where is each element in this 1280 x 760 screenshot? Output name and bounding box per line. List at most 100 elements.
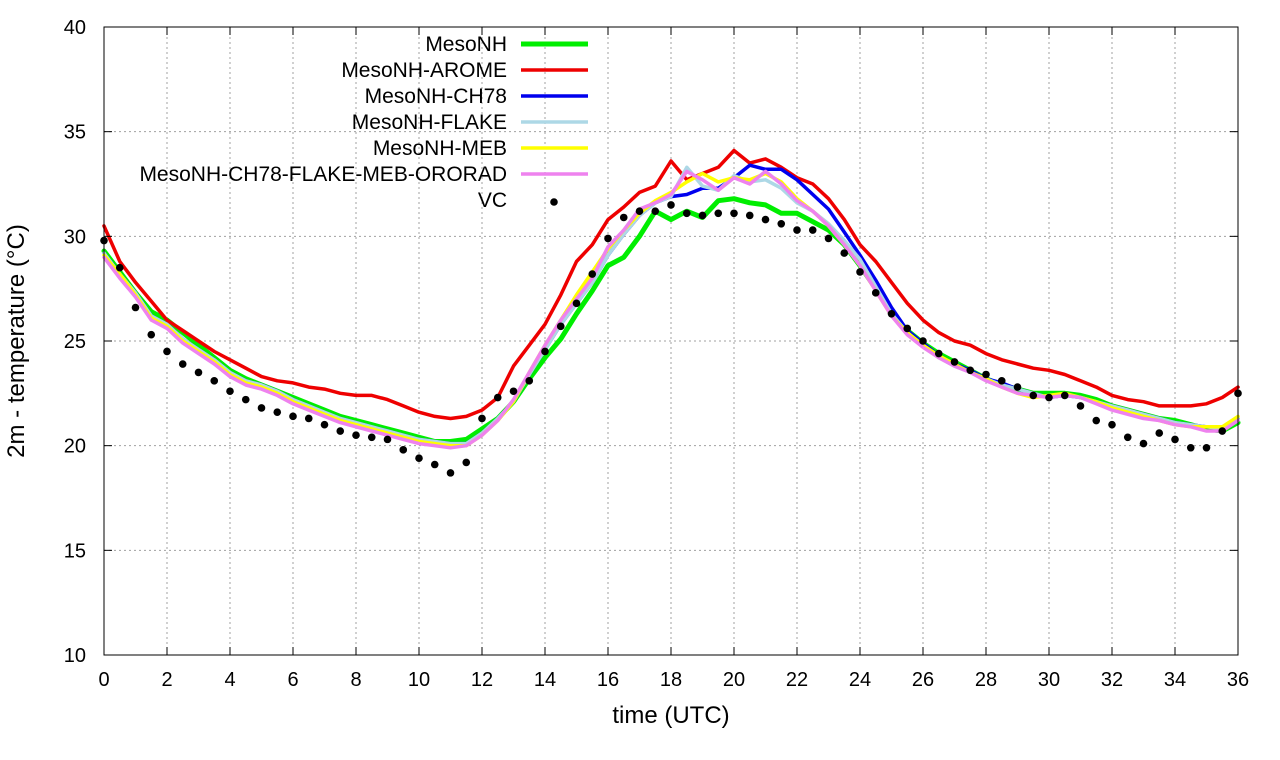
vc-point: [367, 433, 376, 442]
vc-point: [415, 454, 423, 463]
vc-point: [241, 395, 250, 404]
vc-point: [619, 213, 628, 222]
vc-point: [1202, 443, 1211, 452]
y-tick-label: 30: [64, 226, 86, 248]
vc-point: [966, 366, 975, 375]
vc-point: [651, 207, 660, 216]
vc-point: [572, 299, 581, 308]
legend: MesoNH MesoNH-AROME MesoNH-CH78 MesoNH-FLAK…: [139, 33, 588, 212]
vc-point: [131, 303, 140, 312]
x-tick-label: 16: [597, 669, 619, 691]
vc-point: [1108, 420, 1116, 429]
vc-point: [289, 412, 297, 421]
vc-point: [446, 469, 455, 477]
vc-point: [336, 427, 345, 435]
x-tick-label: 0: [98, 669, 109, 691]
y-axis-title: 2m - temperature (°C): [3, 224, 30, 458]
legend-label-mesonh-arome: MesoNH-AROME: [341, 59, 507, 82]
vc-point: [1186, 443, 1195, 452]
y-tick-label: 15: [64, 540, 86, 562]
series-vc: [100, 201, 1242, 477]
vc-point: [667, 201, 675, 209]
legend-label-mesonh: MesoNH: [425, 33, 507, 56]
vc-point: [714, 209, 723, 218]
x-tick-label: 12: [471, 669, 493, 691]
vc-point: [462, 458, 471, 467]
vc-point: [982, 370, 990, 379]
y-tick-label: 25: [64, 331, 86, 353]
x-tick-label: 2: [161, 669, 172, 691]
x-tick-label: 30: [1038, 669, 1060, 691]
vc-point: [509, 387, 518, 396]
vc-point: [1123, 433, 1132, 442]
x-axis-title: time (UTC): [612, 702, 729, 729]
vc-point: [856, 268, 864, 276]
plot-area: [100, 148, 1242, 477]
x-tick-label: 14: [534, 669, 556, 691]
vc-point: [1092, 416, 1101, 425]
vc-point: [273, 408, 282, 416]
vc-point: [320, 420, 329, 429]
vc-point: [1171, 435, 1179, 444]
vc-point: [745, 211, 754, 220]
x-tick-label: 20: [723, 669, 745, 691]
vc-point: [730, 209, 738, 218]
vc-point: [808, 226, 817, 234]
vc-point: [210, 376, 219, 385]
x-tick-label: 34: [1164, 669, 1186, 691]
vc-point: [115, 263, 124, 272]
vc-point: [163, 347, 171, 356]
vc-point: [226, 387, 234, 396]
x-tick-label: 18: [660, 669, 682, 691]
vc-point: [871, 289, 880, 297]
vc-point: [1029, 391, 1038, 400]
series-line-mesonh: [101, 196, 1241, 444]
grid: [104, 27, 1238, 655]
legend-label-mesonh-meb: MesoNH-MEB: [373, 137, 507, 160]
vc-point: [777, 219, 786, 228]
vc-point: [761, 215, 770, 224]
vc-point: [997, 376, 1006, 385]
vc-point: [1013, 383, 1022, 391]
vc-point: [194, 368, 203, 377]
vc-point: [525, 376, 534, 385]
y-tick-label: 20: [64, 436, 86, 458]
vc-point: [887, 309, 896, 318]
vc-point: [1155, 429, 1164, 437]
vc-point: [1076, 402, 1085, 410]
vc-point: [1218, 427, 1227, 435]
x-tick-label: 32: [1101, 669, 1123, 691]
vc-point: [178, 360, 187, 368]
x-tick-label: 4: [224, 669, 235, 691]
vc-point: [1060, 391, 1069, 400]
vc-point: [493, 393, 502, 402]
vc-point: [304, 414, 313, 423]
x-tick-label: 24: [849, 669, 871, 691]
legend-label-mesonh-ch78-flake-meb-ororad: MesoNH-CH78-FLAKE-MEB-ORORAD: [139, 163, 507, 186]
legend-label-mesonh-flake: MesoNH-FLAKE: [352, 111, 507, 134]
vc-point: [541, 347, 549, 356]
vc-point: [478, 414, 486, 423]
y-tick-label: 40: [64, 17, 86, 39]
vc-point: [352, 431, 360, 440]
x-tick-label: 28: [975, 669, 997, 691]
legend-swatch-vc: [550, 198, 558, 206]
vc-point: [604, 234, 612, 243]
y-tick-label: 35: [64, 122, 86, 144]
x-tick-label: 36: [1227, 669, 1249, 691]
vc-point: [556, 322, 565, 331]
vc-point: [635, 207, 644, 216]
series-line-mesonh-arome: [102, 148, 1240, 421]
vc-point: [399, 446, 408, 454]
vc-point: [430, 460, 439, 469]
vc-point: [257, 404, 266, 412]
vc-point: [919, 337, 927, 345]
vc-point: [588, 270, 597, 278]
x-tick-label: 26: [912, 669, 934, 691]
vc-point: [950, 358, 959, 366]
x-tick-label: 6: [287, 669, 298, 691]
vc-point: [383, 435, 392, 444]
x-tick-label: 8: [350, 669, 361, 691]
